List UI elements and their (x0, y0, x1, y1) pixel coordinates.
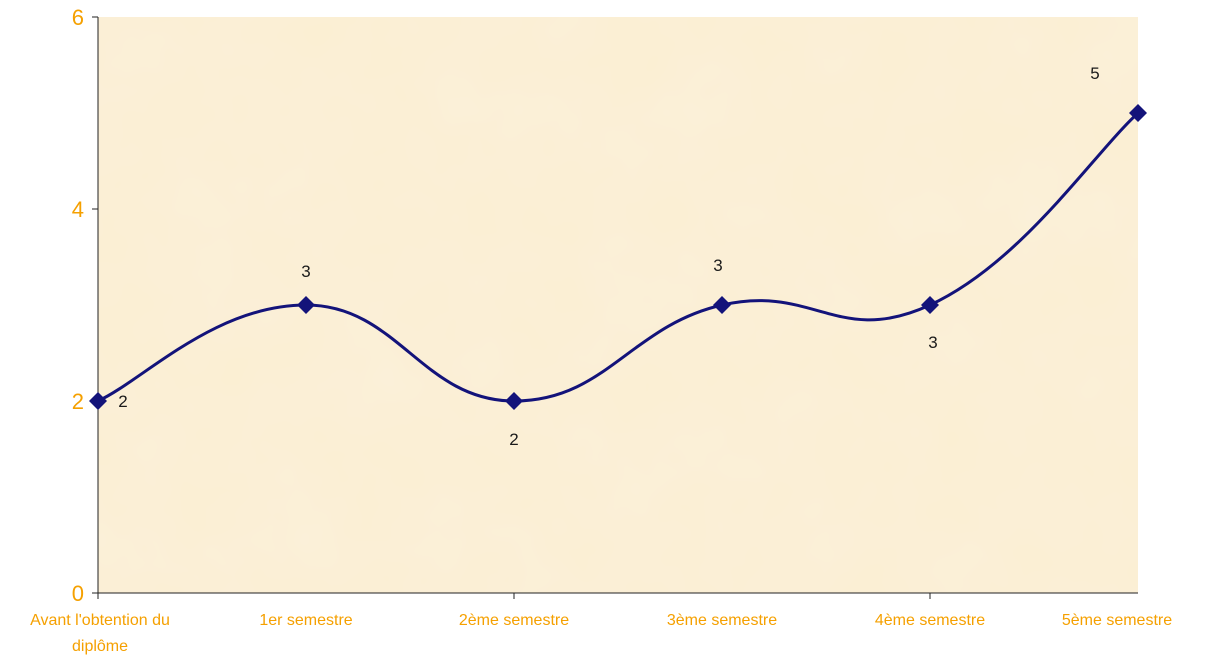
data-point-marker (713, 296, 731, 314)
data-point-marker (1129, 104, 1147, 122)
data-label: 2 (509, 430, 518, 449)
x-tick-label: 3ème semestre (666, 612, 778, 629)
data-label: 5 (1090, 64, 1099, 83)
data-point-marker (297, 296, 315, 314)
data-label: 3 (301, 262, 310, 281)
y-tick-label: 0 (72, 581, 84, 606)
x-tick-label: 5ème semestre (1061, 612, 1173, 629)
x-tick-label: 2ème semestre (458, 612, 570, 629)
data-point-marker (921, 296, 939, 314)
x-tick-label: 1er semestre (259, 612, 353, 629)
data-label: 3 (713, 256, 722, 275)
data-label: 3 (928, 333, 937, 352)
series-line (97, 111, 1140, 403)
x-tick-label: 4ème semestre (874, 612, 986, 629)
data-label: 2 (118, 392, 127, 411)
data-point-marker (89, 392, 107, 410)
y-tick-label: 4 (72, 197, 84, 222)
y-tick-label: 2 (72, 389, 84, 414)
data-point-marker (505, 392, 523, 410)
y-tick-label: 6 (72, 5, 84, 30)
plot-area-texture (98, 17, 1138, 593)
x-tick-label: Avant l'obtention du diplôme (30, 612, 170, 655)
